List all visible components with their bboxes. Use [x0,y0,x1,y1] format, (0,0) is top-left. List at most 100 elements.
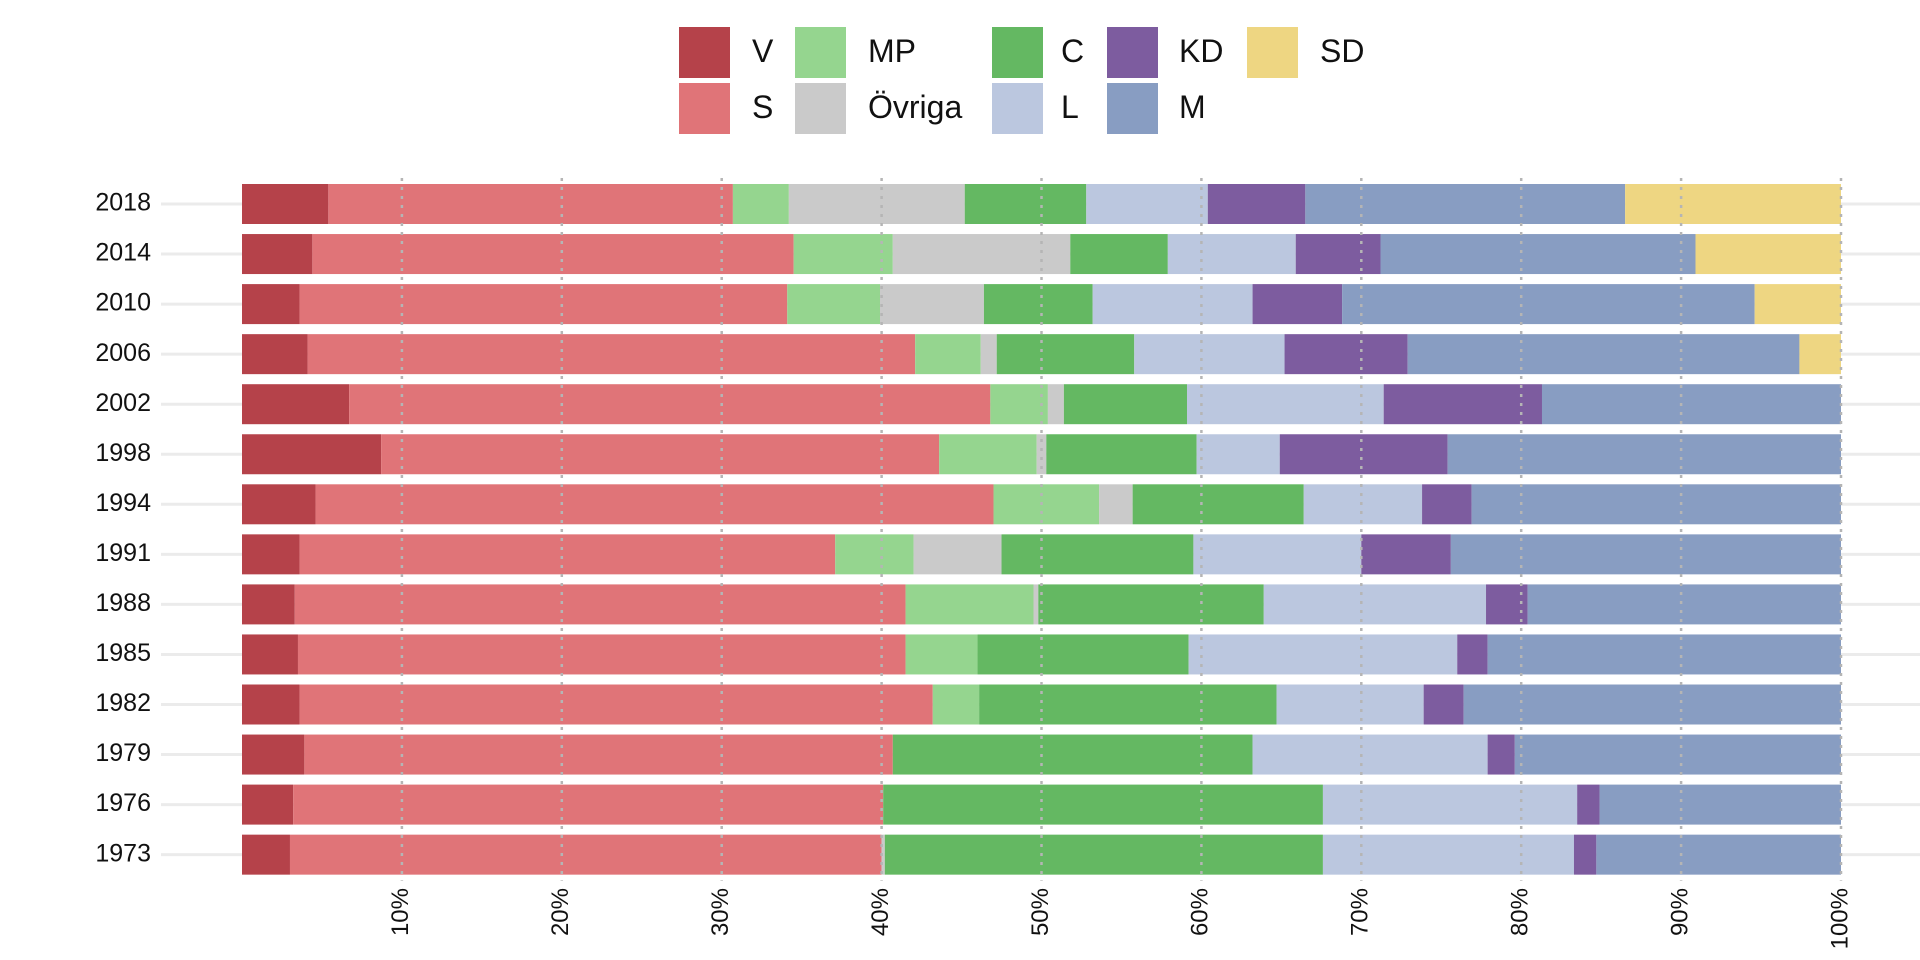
bar-segment [1263,584,1487,625]
bar-segment [881,834,885,875]
bar-segment [892,234,1071,275]
bar-segment [242,634,298,675]
bar-segment [312,234,794,275]
legend-label: M [1179,89,1206,125]
bar-segment [1361,534,1451,575]
legend-label: V [752,33,774,69]
bar-segment [1303,484,1423,525]
bar-segment [1486,584,1528,625]
bar-segment [1447,434,1841,475]
y-tick-label: 1985 [95,639,151,667]
bar-segment [1092,284,1253,325]
legend-label: S [752,89,773,125]
bar-segment [1276,684,1424,725]
x-tick-label: 10% [387,888,414,936]
bar-segment [1423,684,1464,725]
bar-segment [732,184,789,224]
bar-segment [1577,784,1600,825]
bar-segment [304,734,893,775]
bar-segment [242,484,316,525]
bar-segment [242,684,300,725]
bar-segment [1193,534,1362,575]
x-tick-label: 60% [1187,888,1214,936]
bar-segment [892,734,1253,775]
bar-segment [983,284,1093,325]
bar-segment [307,334,916,375]
bar-segment [242,234,313,275]
y-tick-label: 2002 [95,389,151,417]
legend-swatch [1247,27,1298,78]
y-tick-label: 2006 [95,339,151,367]
bar-segment [242,584,295,625]
bar-segment [883,784,1323,825]
bar-segment [787,284,881,325]
bar-segment [242,734,305,775]
bar-segment [977,634,1189,675]
bar-segment [242,834,290,875]
legend-label: Övriga [868,89,962,125]
bar-segment [242,384,350,425]
bar-segment [1132,484,1304,525]
bar-segment [242,284,300,325]
bar-segment [996,334,1135,375]
bar-segment [289,834,882,875]
y-tick-label: 2010 [95,289,151,317]
bar-segment [349,384,991,425]
x-tick-label: 100% [1826,888,1853,949]
bar-segment [1187,384,1384,425]
bar-segment [1196,434,1280,475]
bar-segment [1422,484,1472,525]
bar-segment [788,184,965,224]
bar-segment [1695,234,1841,275]
bar-segment [1188,634,1458,675]
y-tick-label: 1979 [95,739,151,767]
bar-segment [328,184,733,224]
bar-segment [1471,484,1841,525]
bar-segment [1322,784,1578,825]
bar-segment [294,584,906,625]
bar-segment [1036,434,1047,475]
x-tick-label: 20% [547,888,574,936]
bar-segment [1380,234,1696,275]
bar-segment [1279,434,1448,475]
bar-segment [381,434,940,475]
bar-segment [1086,184,1208,224]
bar-segment [1033,584,1039,625]
bar-segment [905,584,1034,625]
bar-segment [1407,334,1800,375]
legend-swatch [1107,27,1158,78]
legend-swatch [1107,83,1158,134]
bar-segment [1038,584,1264,625]
bar-segment [242,434,382,475]
x-tick-label: 40% [867,888,894,936]
x-tick-label: 70% [1347,888,1374,936]
bar-segment [1383,384,1542,425]
bar-segment [1487,734,1515,775]
x-tick-label: 50% [1027,888,1054,936]
bar-segment [964,184,1087,224]
bar-segment [299,684,933,725]
legend-swatch [992,83,1043,134]
bar-segment [1457,634,1488,675]
bar-segment [1099,484,1133,525]
legend-label: KD [1179,33,1223,69]
bar-segment [835,534,914,575]
bar-segment [242,184,329,224]
bar-segment [1514,734,1841,775]
bar-segment [315,484,994,525]
bar-segment [1450,534,1841,575]
legend-label: SD [1320,33,1364,69]
legend-label: C [1061,33,1084,69]
legend-swatch [795,83,846,134]
bar-segment [1063,384,1188,425]
bar-segment [1573,834,1597,875]
y-tick-label: 1982 [95,689,151,717]
bar-segment [242,784,294,825]
legend-label: MP [868,33,916,69]
bar-segment [1167,234,1296,275]
bar-segment [299,284,788,325]
bar-segment [1487,634,1841,675]
bar-segment [1599,784,1841,825]
bar-segment [1342,284,1755,325]
bar-segment [1295,234,1381,275]
